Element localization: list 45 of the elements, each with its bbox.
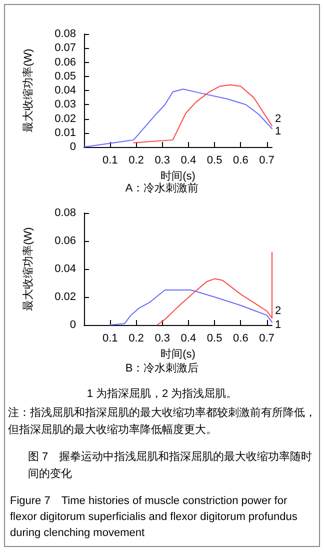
caption: Figure 7 Time histories of muscle constriction power for flexor digitorum superficialis and flexor digitorum profundus during clenching movement — [10, 494, 298, 541]
x-tick-label: 0.2 — [128, 332, 144, 344]
x-tick-label: 0.1 — [102, 332, 118, 344]
x-axis-title: 时间(s) — [160, 347, 196, 360]
y-tick-label: 0.02 — [54, 112, 76, 125]
y-tick-label: 0.05 — [54, 70, 76, 82]
text: A：冷水刺激前 — [125, 182, 199, 194]
x-tick-label: 0.1 — [102, 154, 118, 166]
x-tick-label: 0.3 — [154, 154, 170, 166]
y-tick-label: 0 — [70, 319, 76, 331]
line-series — [156, 252, 272, 326]
text: 1 为指深屈肌，2 为指浅屈肌。 — [86, 387, 238, 401]
x-tick-label: 0.5 — [206, 332, 222, 344]
y-tick-label: 0.06 — [54, 56, 76, 68]
y-tick-label: 0.08 — [54, 28, 76, 40]
y-tick-label: 0.07 — [54, 42, 76, 54]
y-tick-label: 0.03 — [54, 98, 76, 111]
y-tick-label: 0.06 — [54, 235, 76, 247]
x-axis-title: 时间(s) — [160, 169, 196, 182]
x-tick-label: 0.5 — [206, 154, 222, 166]
y-axis-title: 最大收缩功率(W) — [22, 227, 34, 311]
y-tick-label: 0.02 — [54, 291, 76, 303]
y-tick-label: 0 — [70, 141, 76, 153]
x-tick-label: 0.7 — [259, 154, 274, 166]
caption: 图 7 握拳运动中指浅屈肌和指深屈肌的最大收缩功率随时间的变化 — [28, 450, 314, 482]
series-label: 1 — [275, 126, 282, 138]
x-tick-label: 0.2 — [128, 154, 144, 166]
y-tick-label: 0.04 — [54, 84, 76, 96]
x-tick-label: 0.7 — [259, 332, 274, 344]
series-label: 2 — [275, 112, 282, 125]
series-label: 1 — [275, 319, 282, 332]
text: 注：指浅屈肌和指深屈肌的最大收缩功率都较刺激前有所降低，但指深屈肌的最大收缩功率降低幅度更大。 — [8, 406, 316, 438]
y-axis-title: 最大收缩功率(W) — [22, 48, 34, 132]
x-tick-label: 0.4 — [180, 154, 196, 166]
y-tick-label: 0.01 — [54, 126, 76, 139]
line-series — [133, 84, 272, 144]
line-series — [110, 290, 272, 326]
x-tick-label: 0.3 — [154, 332, 170, 344]
x-tick-label: 0.4 — [180, 332, 196, 344]
series-label: 2 — [275, 305, 282, 317]
y-tick-label: 0.08 — [54, 207, 76, 219]
text: B：冷水刺激后 — [125, 362, 199, 374]
x-tick-label: 0.6 — [233, 332, 248, 344]
y-tick-label: 0.04 — [54, 263, 76, 275]
x-tick-label: 0.6 — [233, 154, 248, 166]
